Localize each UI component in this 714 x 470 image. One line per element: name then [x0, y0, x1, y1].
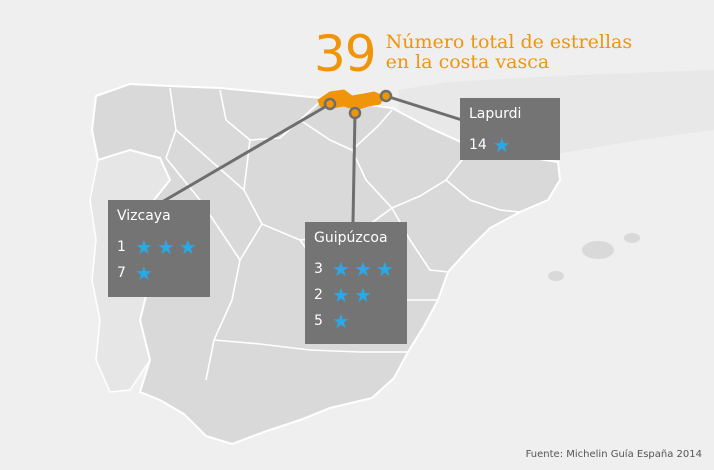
region-name: Lapurdi [469, 106, 522, 122]
star-row: 3 ★ ★ ★ [314, 256, 398, 282]
connector-vizcaya [161, 102, 331, 204]
connector-guipuzcoa [351, 112, 357, 223]
connector-lapurdi [385, 94, 463, 122]
star-icon: ★ [332, 283, 350, 307]
stars: ★ ★ ★ [332, 259, 398, 279]
star-row: 7 ★ [117, 260, 201, 286]
region-name: Vizcaya [117, 208, 171, 224]
star-icon: ★ [332, 309, 350, 333]
region-name: Guipúzcoa [314, 230, 388, 246]
stars: ★ [493, 135, 515, 155]
location-markers [323, 89, 393, 120]
stars: ★ ★ ★ [135, 237, 201, 257]
source-credit: Fuente: Michelin Guía España 2014 [525, 449, 702, 460]
star-icon: ★ [135, 235, 153, 259]
star-icon: ★ [178, 235, 197, 259]
star-row: 5 ★ [314, 308, 398, 334]
restaurant-count: 1 [117, 239, 126, 255]
star-icon: ★ [332, 257, 350, 281]
stars: ★ ★ [332, 285, 376, 305]
connector-lines [161, 94, 463, 223]
headline: 39 Número total de estrellas en la costa… [314, 28, 632, 80]
star-icon: ★ [492, 133, 511, 157]
balearic-islands [548, 233, 640, 281]
region-box-lapurdi: Lapurdi 14 ★ [460, 98, 560, 160]
marker-lapurdi [379, 89, 393, 103]
star-icon: ★ [135, 261, 153, 285]
restaurant-count: 5 [314, 313, 323, 329]
region-box-vizcaya: Vizcaya 1 ★ ★ ★ 7 ★ [108, 200, 210, 297]
star-row: 1 ★ ★ ★ [117, 234, 201, 260]
total-stars-number: 39 [314, 25, 377, 83]
headline-text: Número total de estrellas en la costa va… [386, 32, 632, 72]
star-icon: ★ [156, 235, 175, 259]
stars: ★ [135, 263, 157, 283]
headline-line-1: Número total de estrellas [385, 31, 633, 53]
star-icon: ★ [375, 257, 394, 281]
star-icon: ★ [353, 257, 372, 281]
marker-guipuzcoa [348, 106, 362, 120]
restaurant-count: 7 [117, 265, 126, 281]
star-row: 2 ★ ★ [314, 282, 398, 308]
restaurant-count: 3 [314, 261, 323, 277]
stars: ★ [332, 311, 354, 331]
region-box-guipuzcoa: Guipúzcoa 3 ★ ★ ★ 2 ★ ★ 5 ★ [305, 222, 407, 344]
headline-line-2: en la costa vasca [385, 51, 550, 73]
restaurant-count: 2 [314, 287, 323, 303]
star-icon: ★ [353, 283, 372, 307]
marker-vizcaya [323, 97, 337, 111]
star-row: 14 ★ [469, 132, 551, 158]
restaurant-count: 14 [469, 137, 487, 153]
